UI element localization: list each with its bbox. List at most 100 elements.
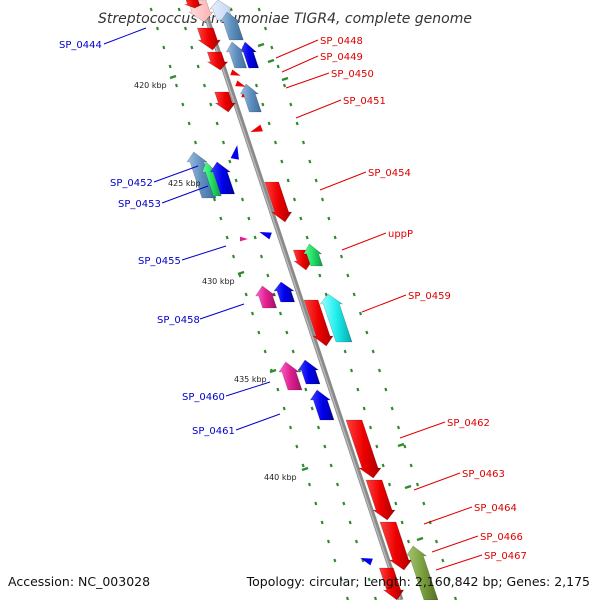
gene-glyph[interactable] — [297, 359, 321, 385]
track-dot — [377, 368, 382, 373]
track-dot — [257, 7, 261, 12]
gene-label-reverse[interactable]: SP_0458 — [157, 315, 200, 326]
gene-label-forward[interactable]: SP_0467 — [484, 551, 527, 562]
gene-label-forward[interactable]: SP_0451 — [343, 96, 386, 107]
gene-marker[interactable] — [230, 144, 242, 160]
gene-label-forward[interactable]: SP_0463 — [462, 469, 505, 480]
track-dot — [343, 349, 347, 354]
gene-glyph[interactable] — [196, 27, 221, 51]
gene-glyph[interactable] — [345, 419, 382, 479]
track-dot — [254, 83, 259, 88]
track-dot — [168, 64, 172, 69]
track-dot — [335, 482, 340, 487]
genome-backbone — [198, 0, 404, 601]
track-dot — [244, 292, 248, 297]
gene-label-forward[interactable]: SP_0462 — [447, 418, 490, 429]
gene-glyph[interactable] — [219, 11, 244, 41]
gene-label-forward[interactable]: SP_0448 — [320, 36, 363, 47]
track-dot — [270, 45, 274, 50]
gene-glyph[interactable] — [378, 567, 405, 601]
label-leaders — [103, 27, 483, 571]
track-dot — [289, 102, 293, 107]
tick-mark — [237, 270, 245, 276]
gene-glyph[interactable] — [184, 0, 203, 9]
gene-glyph[interactable] — [365, 479, 396, 521]
tick-mark — [267, 58, 275, 64]
gene-marker[interactable] — [258, 229, 272, 240]
gene-label-reverse[interactable]: SP_0461 — [192, 426, 235, 437]
track-dot — [149, 7, 153, 12]
gene-label-forward[interactable]: SP_0449 — [320, 52, 363, 63]
track-dot — [267, 121, 271, 126]
track-dot — [371, 349, 375, 354]
map-title: Streptococcus pneumoniae TIGR4, complete… — [98, 11, 472, 27]
label-leader — [435, 554, 483, 571]
gene-label-forward[interactable]: SP_0459 — [408, 291, 451, 302]
track-dot — [234, 178, 238, 183]
track-dot — [301, 463, 305, 468]
gene-glyph[interactable] — [255, 285, 278, 309]
track-dot — [291, 349, 295, 354]
gene-label-reverse[interactable]: SP_0453 — [118, 199, 161, 210]
track-dot — [314, 178, 318, 183]
gene-glyph[interactable] — [379, 521, 413, 571]
gene-label-reverse[interactable]: SP_0460 — [182, 392, 225, 403]
track-dot — [286, 178, 290, 183]
track-dot — [299, 216, 303, 221]
gene-glyph[interactable] — [319, 293, 353, 343]
genome-backbone-highlight — [199, 0, 401, 601]
gene-glyph[interactable] — [214, 91, 236, 113]
track-dot — [362, 406, 366, 411]
track-dot — [409, 463, 413, 468]
track-dot — [324, 292, 328, 297]
gene-marker[interactable] — [235, 80, 246, 89]
gene-glyph[interactable] — [186, 151, 217, 199]
gene-label-forward[interactable]: uppP — [388, 229, 413, 240]
track-dot — [155, 26, 160, 31]
track-dot — [367, 577, 371, 582]
track-dot — [390, 406, 394, 411]
gene-marker[interactable] — [359, 555, 373, 566]
label-leader — [319, 171, 367, 191]
gene-glyph[interactable] — [273, 281, 296, 303]
track-dot — [273, 140, 278, 145]
track-dot — [310, 406, 314, 411]
label-leader — [431, 535, 479, 553]
track-dot — [219, 216, 223, 221]
gene-glyph[interactable] — [209, 161, 236, 195]
gene-label-reverse[interactable]: SP_0452 — [110, 178, 153, 189]
tick-mark — [301, 466, 309, 472]
gene-glyph[interactable] — [278, 361, 303, 391]
tick-mark — [281, 76, 289, 82]
label-leader — [281, 55, 319, 73]
gene-glyph[interactable] — [309, 389, 335, 421]
gene-glyph[interactable] — [206, 51, 229, 71]
label-leader — [285, 72, 330, 89]
gene-glyph[interactable] — [239, 83, 262, 113]
track-dot — [316, 425, 321, 430]
gene-marker[interactable] — [240, 236, 248, 242]
track-dot — [314, 501, 318, 506]
gene-marker[interactable] — [249, 124, 263, 136]
track-dot — [263, 349, 267, 354]
track-dot — [202, 83, 207, 88]
track-dot — [305, 235, 309, 240]
track-dot — [358, 311, 363, 316]
gene-glyph[interactable] — [303, 299, 334, 347]
gene-label-reverse[interactable]: SP_0444 — [59, 40, 102, 51]
gene-label-forward[interactable]: SP_0450 — [331, 69, 374, 80]
gene-glyph[interactable] — [264, 181, 293, 223]
track-dot — [422, 501, 426, 506]
gene-marker[interactable] — [230, 69, 241, 78]
gene-glyph[interactable] — [225, 41, 248, 69]
gene-glyph[interactable] — [303, 243, 324, 267]
gene-glyph[interactable] — [405, 545, 439, 601]
gene-label-forward[interactable]: SP_0454 — [368, 168, 411, 179]
track-dot — [280, 159, 284, 164]
gene-label-reverse[interactable]: SP_0455 — [138, 256, 181, 267]
gene-label-forward[interactable]: SP_0464 — [474, 503, 517, 514]
track-dot — [342, 501, 346, 506]
track-dot — [183, 26, 188, 31]
gene-label-forward[interactable]: SP_0466 — [480, 532, 523, 543]
